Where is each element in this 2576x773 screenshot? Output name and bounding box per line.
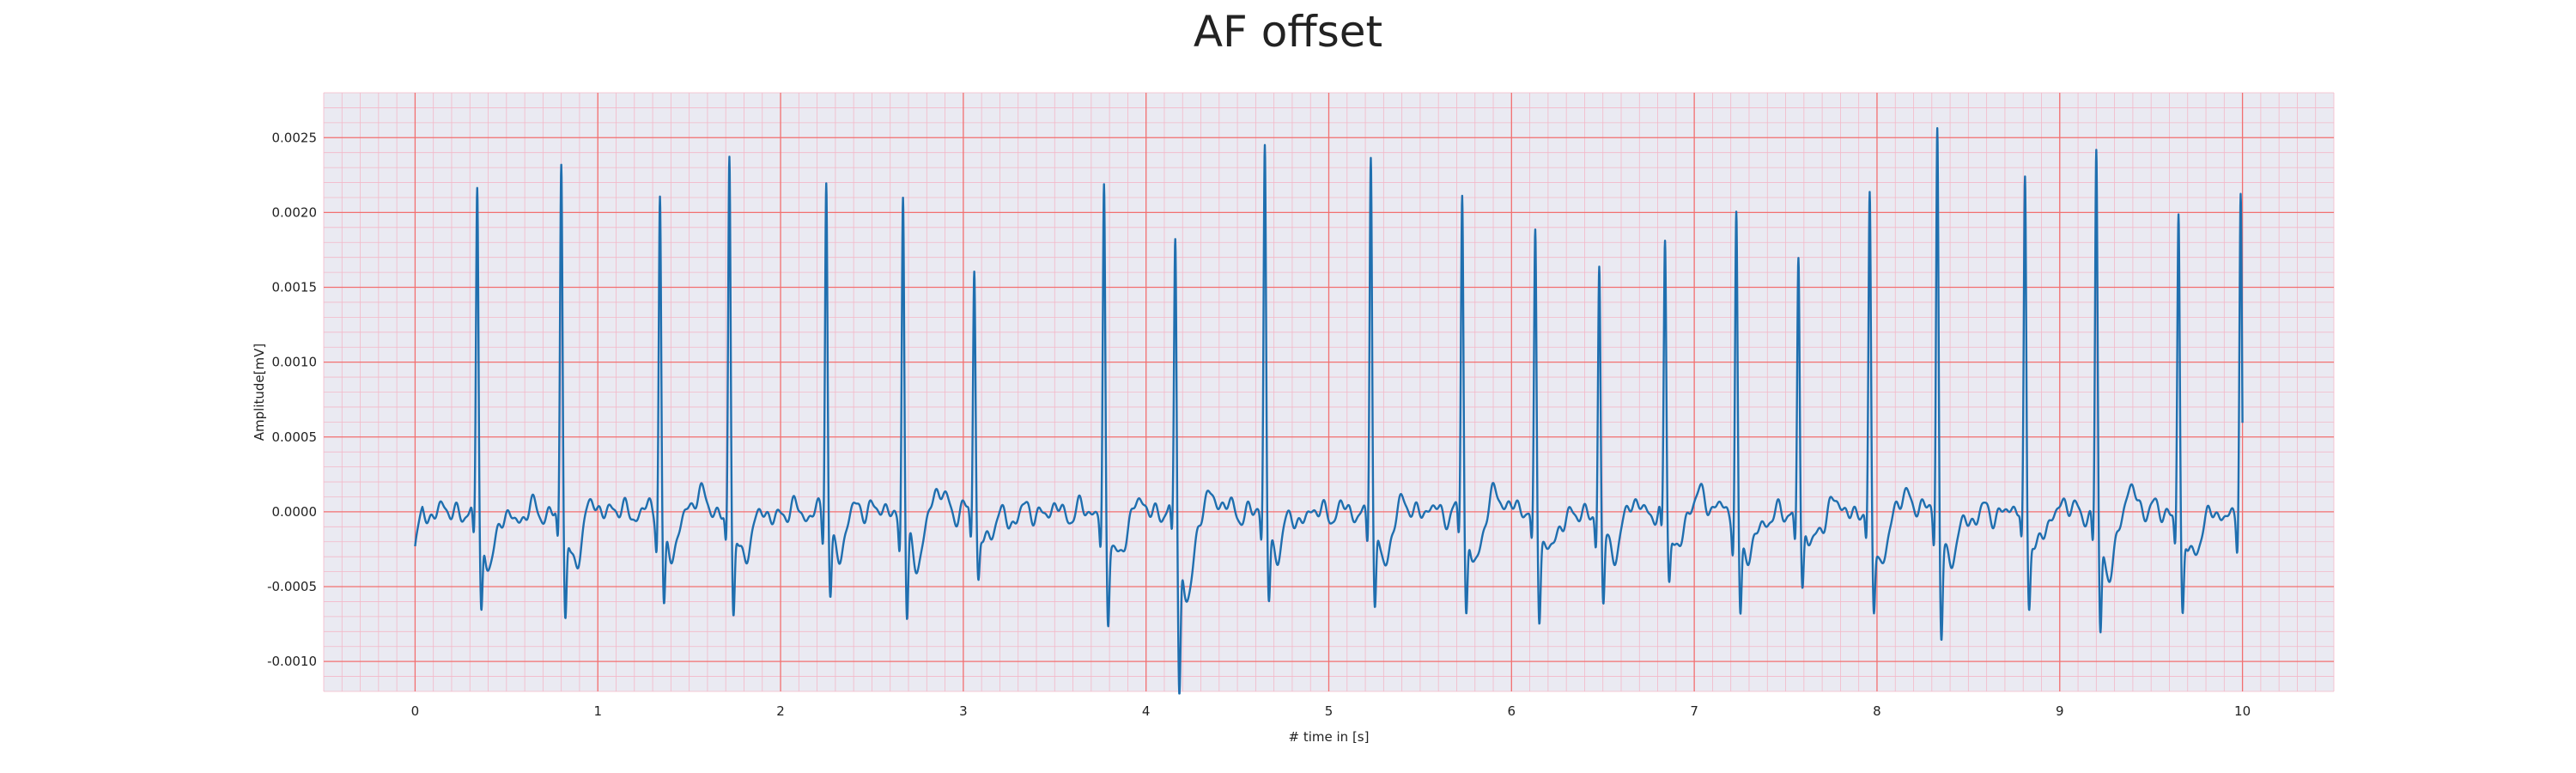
y-axis-label: Amplitude[mV] xyxy=(252,344,267,441)
x-tick-label: 1 xyxy=(593,703,602,719)
x-tick-label: 3 xyxy=(959,703,968,719)
x-tick-label: 6 xyxy=(1508,703,1516,719)
x-tick-label: 10 xyxy=(2234,703,2251,719)
y-tick-labels: -0.0010 -0.0005 0.0000 0.0005 0.0010 0.0015 0.… xyxy=(267,130,317,669)
x-tick-label: 4 xyxy=(1142,703,1151,719)
ecg-signal-line xyxy=(414,127,2244,695)
y-tick-label: -0.0005 xyxy=(267,579,317,594)
y-tick-label: -0.0010 xyxy=(267,654,317,669)
x-tick-label: 9 xyxy=(2056,703,2064,719)
x-tick-label: 7 xyxy=(1690,703,1698,719)
x-axis-label: # time in [s] xyxy=(1289,729,1370,745)
y-tick-label: 0.0015 xyxy=(272,280,318,295)
chart-title: AF offset xyxy=(1193,7,1383,57)
y-tick-label: 0.0025 xyxy=(272,130,318,145)
y-tick-label: 0.0000 xyxy=(272,504,318,520)
x-tick-labels: 0 1 2 3 4 5 6 7 8 9 10 xyxy=(411,703,2251,719)
x-tick-label: 2 xyxy=(776,703,785,719)
x-tick-label: 5 xyxy=(1325,703,1334,719)
x-tick-label: 0 xyxy=(411,703,420,719)
y-tick-label: 0.0020 xyxy=(272,204,318,220)
y-tick-label: 0.0010 xyxy=(272,355,318,370)
x-tick-label: 8 xyxy=(1873,703,1881,719)
y-tick-label: 0.0005 xyxy=(272,429,318,445)
